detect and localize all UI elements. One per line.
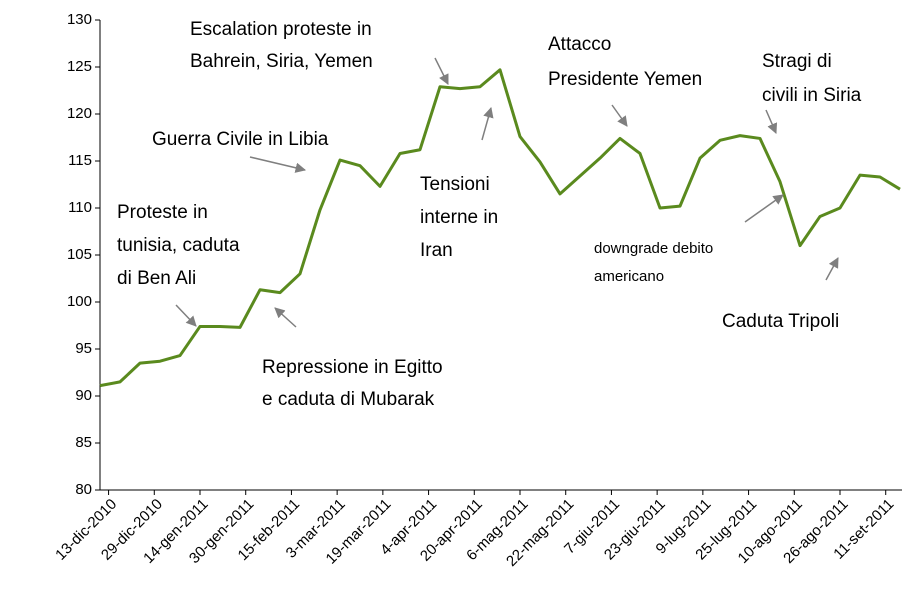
y-tick-label: 125 [67, 58, 92, 75]
y-tick-label: 115 [68, 152, 92, 169]
annotation-arrow [744, 194, 784, 223]
annotation-arrow [825, 257, 839, 281]
annotation: Stragi di [762, 51, 832, 72]
y-tick-label: 85 [75, 434, 92, 451]
annotation: Tensioni [420, 174, 490, 195]
annotation: downgrade debito [594, 240, 713, 257]
y-tick-label: 95 [75, 340, 92, 357]
annotation: civili in Siria [762, 85, 862, 106]
annotation-arrow [434, 57, 449, 85]
annotation: Caduta Tripoli [722, 311, 839, 332]
y-tick-label: 110 [68, 199, 92, 216]
annotation: Bahrein, Siria, Yemen [190, 51, 373, 72]
series-line [99, 68, 901, 388]
annotation-arrow [249, 156, 307, 173]
annotation-arrow [765, 109, 778, 134]
annotation: Attacco [548, 34, 611, 55]
annotation: Iran [420, 240, 453, 261]
annotation: Repressione in Egitto [262, 357, 443, 378]
y-tick-label: 80 [75, 481, 92, 498]
annotation: americano [594, 268, 664, 285]
y-tick-label: 100 [67, 293, 92, 310]
annotation-arrow [481, 106, 494, 141]
y-tick-label: 120 [67, 105, 92, 122]
annotation: Escalation proteste in [190, 19, 372, 40]
annotation: Presidente Yemen [548, 69, 702, 90]
annotation: Guerra Civile in Libia [152, 129, 329, 150]
annotation-arrow [274, 307, 297, 328]
annotation: tunisia, caduta [117, 235, 240, 256]
y-tick-label: 105 [67, 246, 92, 263]
annotation: di Ben Ali [117, 268, 196, 289]
annotation: Proteste in [117, 202, 208, 223]
y-tick-label: 90 [75, 387, 92, 404]
annotation-arrow [175, 304, 197, 327]
annotation: e caduta di Mubarak [262, 389, 435, 410]
annotation-arrow [611, 104, 628, 127]
y-tick-label: 130 [67, 11, 92, 28]
annotation: interne in [420, 207, 498, 228]
